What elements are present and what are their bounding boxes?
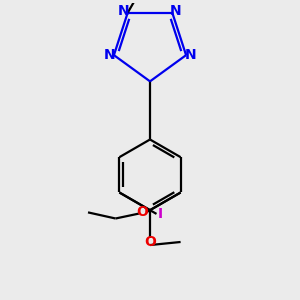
- Text: N: N: [184, 48, 196, 62]
- Text: N: N: [170, 4, 182, 19]
- Text: O: O: [136, 206, 148, 219]
- Text: N: N: [118, 4, 130, 19]
- Text: I: I: [158, 207, 163, 221]
- Text: N: N: [104, 48, 116, 62]
- Text: O: O: [144, 235, 156, 249]
